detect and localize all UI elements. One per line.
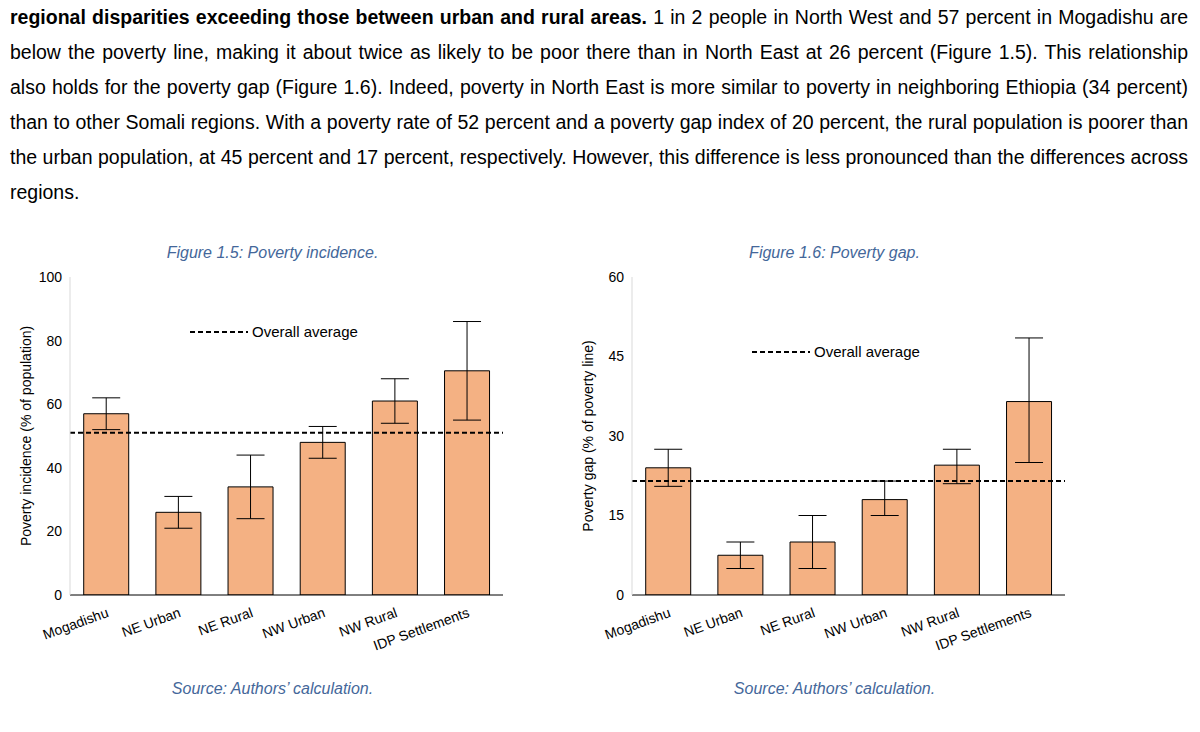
- svg-text:0: 0: [54, 587, 62, 603]
- html-text:Source: Authors’ calculation.: Source: Authors’ calculation.: [171, 680, 374, 697]
- svg-text:Mogadishu: Mogadishu: [41, 604, 111, 642]
- svg-text:NW Rural: NW Rural: [898, 604, 962, 640]
- svg-text:20: 20: [46, 523, 62, 539]
- svg-text:60: 60: [46, 396, 62, 412]
- html-text:Overall average: Overall average: [814, 343, 920, 360]
- html-text:Figure 1.5: Poverty incidence.: Figure 1.5: Poverty incidence.: [166, 244, 379, 261]
- svg-text:45: 45: [608, 348, 624, 364]
- svg-text:Poverty gap (% of poverty line: Poverty gap (% of poverty line): [580, 340, 596, 531]
- svg-text:IDP Settlements: IDP Settlements: [933, 604, 1033, 654]
- svg-text:NE Urban: NE Urban: [681, 604, 744, 640]
- svg-text:NW Rural: NW Rural: [336, 604, 400, 640]
- html-text:Figure 1.6: Poverty gap.: Figure 1.6: Poverty gap.: [749, 244, 920, 261]
- svg-text:NW Urban: NW Urban: [822, 604, 889, 641]
- svg-text:30: 30: [608, 428, 624, 444]
- html-text:regional disparities exceeding: regional disparities exceeding those bet…: [10, 6, 1188, 203]
- svg-text:IDP Settlements: IDP Settlements: [371, 604, 471, 654]
- svg-text:100: 100: [39, 269, 63, 285]
- svg-text:0: 0: [616, 587, 624, 603]
- svg-text:Mogadishu: Mogadishu: [603, 604, 673, 642]
- svg-text:Poverty incidence (% of popula: Poverty incidence (% of population): [18, 326, 34, 546]
- svg-text:15: 15: [608, 507, 624, 523]
- svg-text:NE Rural: NE Rural: [196, 604, 255, 638]
- html-text:Overall average: Overall average: [252, 323, 358, 340]
- svg-text:80: 80: [46, 333, 62, 349]
- svg-text:40: 40: [46, 460, 62, 476]
- svg-text:60: 60: [608, 269, 624, 285]
- svg-text:NE Rural: NE Rural: [758, 604, 817, 638]
- svg-text:NE Urban: NE Urban: [119, 604, 182, 640]
- svg-text:NW Urban: NW Urban: [260, 604, 327, 641]
- html-text:Source: Authors’ calculation.: Source: Authors’ calculation.: [733, 680, 936, 697]
